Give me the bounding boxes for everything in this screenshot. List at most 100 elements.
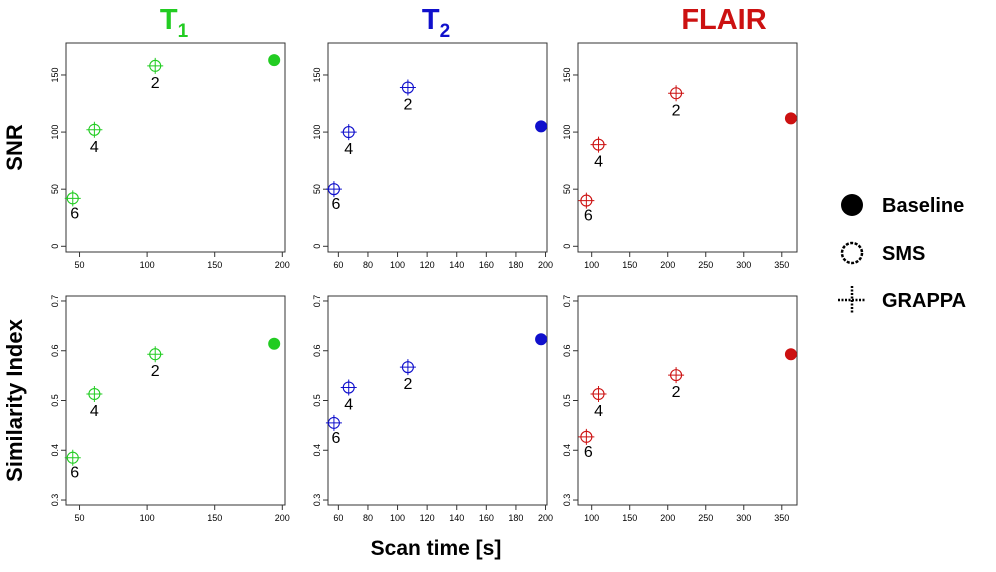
x-tick-label: 250 <box>698 260 713 270</box>
scatter-panel: 0 50 100 150 100 150 200 250 300 350 2 4 6 <box>562 42 798 270</box>
acceleration-label: 6 <box>584 444 593 461</box>
x-tick-label: 160 <box>479 513 494 523</box>
x-tick-label: 200 <box>660 513 675 523</box>
y-tick-label: 0.4 <box>312 444 322 457</box>
acceleration-label: 2 <box>403 376 412 393</box>
acceleration-label: 6 <box>331 430 340 447</box>
acceleration-label: 2 <box>672 384 681 401</box>
x-tick-label: 60 <box>333 260 343 270</box>
grappa-cross <box>147 57 164 74</box>
x-tick-label: 100 <box>140 513 155 523</box>
x-tick-label: 80 <box>363 260 373 270</box>
column-title: T1 <box>160 4 189 42</box>
y-tick-label: 50 <box>312 184 322 194</box>
x-tick-label: 150 <box>207 513 222 523</box>
y-tick-label: 100 <box>312 125 322 140</box>
acceleration-label: 2 <box>672 102 681 119</box>
y-tick-label: 0.3 <box>50 494 60 507</box>
y-tick-label: 0.5 <box>312 394 322 407</box>
scatter-panel: 0 50 100 150 50 100 150 200 2 4 6 <box>50 42 290 270</box>
y-tick-label: 0.7 <box>50 295 60 308</box>
y-tick-label: 150 <box>50 67 60 82</box>
x-tick-label: 200 <box>275 260 290 270</box>
x-tick-label: 150 <box>622 260 637 270</box>
y-tick-label: 0.6 <box>562 344 572 357</box>
y-tick-label: 0.4 <box>50 444 60 457</box>
acceleration-label: 4 <box>594 403 603 420</box>
grappa-cross <box>64 190 81 207</box>
plot-frame <box>577 42 798 253</box>
acceleration-label: 4 <box>594 154 603 171</box>
x-tick-label: 200 <box>538 513 553 523</box>
legend-sms-symbol <box>840 241 864 265</box>
legend-label: GRAPPA <box>882 290 966 312</box>
grappa-cross <box>340 124 357 141</box>
grappa-cross <box>578 192 595 209</box>
y-tick-label: 0.6 <box>50 344 60 357</box>
legend-baseline-symbol <box>841 194 863 216</box>
column-title-subscript: 1 <box>178 21 189 42</box>
x-tick-label: 100 <box>390 513 405 523</box>
grappa-cross <box>64 449 81 466</box>
x-axis-label: Scan time [s] <box>371 537 502 560</box>
grappa-cross <box>147 346 164 363</box>
x-tick-label: 120 <box>420 513 435 523</box>
baseline-point <box>268 54 281 67</box>
x-tick-label: 80 <box>363 513 373 523</box>
grappa-cross <box>86 121 103 138</box>
baseline-point <box>268 337 281 350</box>
x-tick-label: 200 <box>538 260 553 270</box>
column-title: FLAIR <box>681 4 766 36</box>
acceleration-label: 6 <box>70 465 79 482</box>
baseline-point <box>535 120 548 133</box>
grappa-cross <box>590 386 607 403</box>
x-tick-label: 300 <box>736 260 751 270</box>
x-tick-label: 250 <box>698 513 713 523</box>
scatter-panel: 0.3 0.4 0.5 0.6 0.7 50 100 150 200 2 4 6 <box>50 295 290 523</box>
legend-grappa-symbol <box>838 286 866 314</box>
y-tick-label: 0.4 <box>562 444 572 457</box>
plot-frame <box>327 42 548 253</box>
x-tick-label: 350 <box>774 513 789 523</box>
acceleration-label: 6 <box>331 196 340 213</box>
acceleration-label: 6 <box>584 208 593 225</box>
y-tick-label: 0.7 <box>562 295 572 308</box>
column-title-main: T <box>422 4 440 36</box>
acceleration-label: 6 <box>70 205 79 222</box>
x-tick-label: 180 <box>508 260 523 270</box>
x-tick-label: 350 <box>774 260 789 270</box>
baseline-point <box>535 333 548 346</box>
acceleration-label: 4 <box>344 141 353 158</box>
baseline-point <box>784 112 797 125</box>
plot-frame <box>327 295 548 506</box>
y-tick-label: 0.7 <box>312 295 322 308</box>
grappa-cross <box>325 414 342 431</box>
scatter-panel: 0 50 100 150 60 80 100 120 140 160 180 200 2 4 6 <box>312 42 553 270</box>
column-title-main: FLAIR <box>681 4 766 36</box>
acceleration-label: 2 <box>151 363 160 380</box>
x-tick-label: 60 <box>333 513 343 523</box>
plot-frame <box>65 295 286 506</box>
x-tick-label: 50 <box>75 513 85 523</box>
legend: Baseline SMS GRAPPA <box>838 194 966 314</box>
y-tick-label: 100 <box>562 125 572 140</box>
x-tick-label: 100 <box>584 513 599 523</box>
y-tick-label: 150 <box>562 67 572 82</box>
row-label: Similarity Index <box>2 318 27 481</box>
x-tick-label: 180 <box>508 513 523 523</box>
y-tick-label: 0 <box>312 244 322 249</box>
x-tick-label: 300 <box>736 513 751 523</box>
y-tick-label: 0.3 <box>312 494 322 507</box>
acceleration-label: 4 <box>344 397 353 414</box>
acceleration-label: 2 <box>151 75 160 92</box>
column-title-main: T <box>160 4 178 36</box>
grappa-cross <box>578 428 595 445</box>
grappa-cross <box>340 379 357 396</box>
x-tick-label: 100 <box>140 260 155 270</box>
row-label: SNR <box>2 124 27 171</box>
x-tick-label: 150 <box>622 513 637 523</box>
y-tick-label: 50 <box>562 184 572 194</box>
legend-label: Baseline <box>882 195 964 217</box>
grappa-cross <box>86 386 103 403</box>
